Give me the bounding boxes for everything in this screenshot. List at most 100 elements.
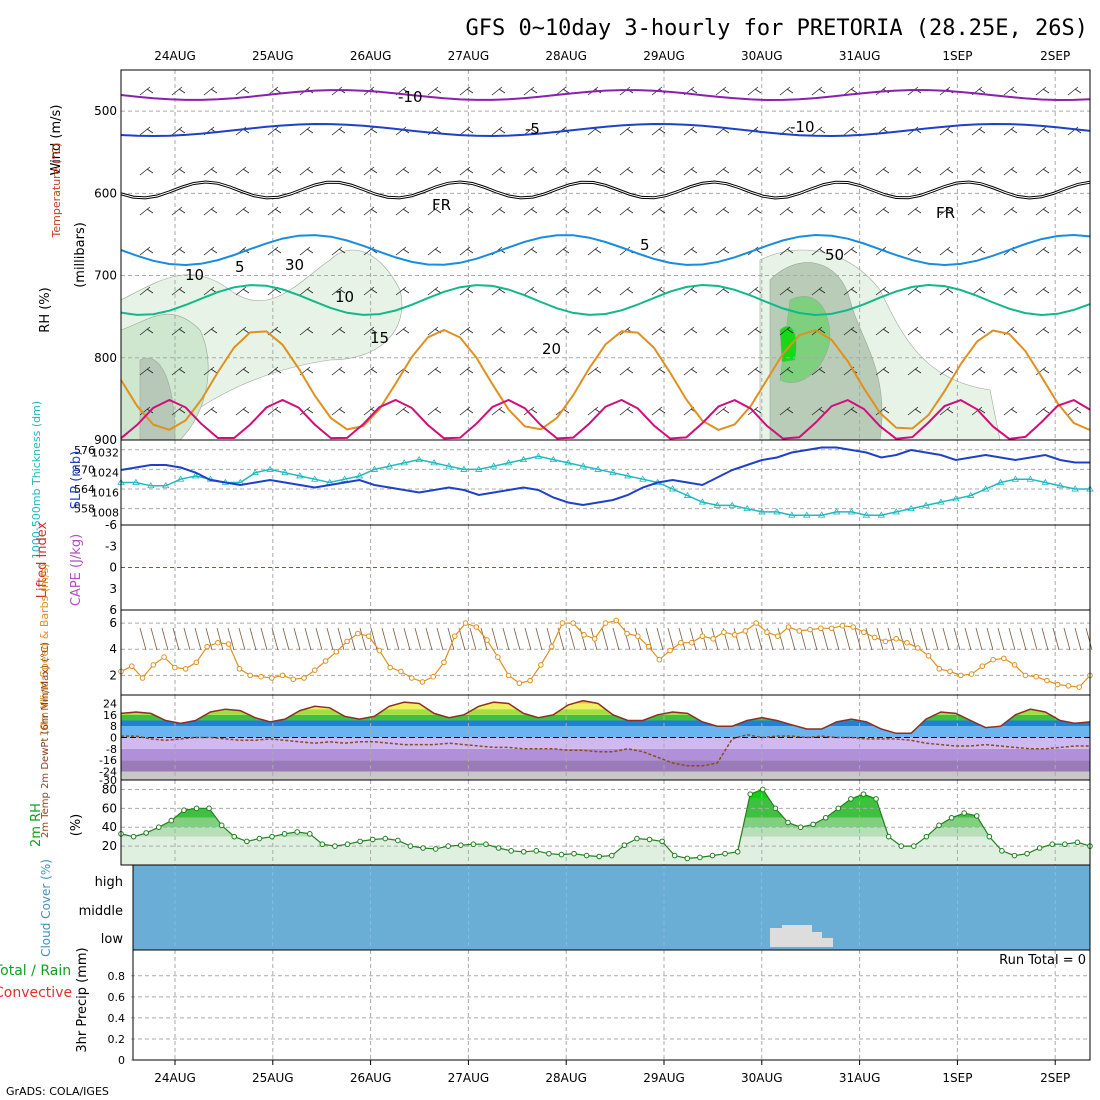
wind-barb xyxy=(267,126,282,136)
thickness-point xyxy=(832,508,841,515)
wind-barb xyxy=(331,246,346,256)
isotherm-10 xyxy=(120,283,1091,317)
wind-barb xyxy=(459,246,474,256)
wind-barb xyxy=(491,126,506,136)
surface-barb xyxy=(436,627,444,651)
thickness-point xyxy=(624,472,632,479)
precip-ytick: 0.2 xyxy=(108,1033,126,1046)
rh-point xyxy=(218,822,225,829)
rh-point xyxy=(571,850,577,857)
wind-speed-point xyxy=(333,649,340,655)
wind-barb xyxy=(523,286,538,296)
wind-barb xyxy=(235,86,250,96)
rh-point xyxy=(306,831,313,837)
wind-barb xyxy=(1035,366,1050,376)
rh-shade xyxy=(779,325,797,363)
wind-barb xyxy=(171,166,186,176)
wind-speed-point xyxy=(807,626,813,633)
surface-barb xyxy=(1085,627,1093,651)
wind-barb xyxy=(651,406,666,416)
wind-barb xyxy=(235,326,250,336)
surface-barb xyxy=(942,627,950,651)
wind-barb xyxy=(587,206,602,216)
thickness-point xyxy=(534,452,543,459)
rh-point xyxy=(722,850,728,857)
contour-label: -10 xyxy=(790,118,815,136)
thickness-point xyxy=(907,504,915,512)
surface-barb xyxy=(887,627,895,651)
surface-barb xyxy=(414,627,422,651)
wind-speed-point xyxy=(893,635,900,642)
surface-barb xyxy=(535,627,543,651)
surface-barb xyxy=(458,627,466,651)
wind-barb xyxy=(843,206,858,216)
thickness-point xyxy=(460,465,468,472)
rh2m-label: 2m RH xyxy=(29,803,44,847)
thickness-point xyxy=(1011,475,1020,482)
wind-barb xyxy=(907,206,922,216)
thickness-point xyxy=(773,508,781,515)
wind-barb xyxy=(811,166,826,176)
surface-barb xyxy=(502,627,510,651)
wind-speed-point xyxy=(613,617,620,624)
temp-ytick: 0 xyxy=(110,732,117,745)
wind-barb xyxy=(1003,366,1018,376)
wind-barb xyxy=(843,406,858,416)
freezing-line xyxy=(120,180,1091,200)
rh-point xyxy=(395,837,401,844)
wind-barb xyxy=(299,206,314,216)
wind-speed-point xyxy=(914,645,921,651)
surface-barb xyxy=(1063,627,1071,651)
wind-barb xyxy=(843,246,858,256)
wind-speed-point xyxy=(279,672,286,679)
wind-barb xyxy=(619,406,634,416)
surface-barb xyxy=(216,627,224,651)
wind-speed-point xyxy=(839,622,846,629)
thickness-point xyxy=(519,455,528,463)
wind-barb xyxy=(651,326,666,336)
rh-point xyxy=(181,807,187,814)
rh-ytick: 20 xyxy=(102,839,117,853)
rh-point xyxy=(948,814,955,821)
wind-barb xyxy=(427,126,442,136)
wind-barb xyxy=(811,86,826,96)
isotherm-minus10 xyxy=(120,88,1091,102)
thickness-point xyxy=(579,462,587,469)
slp-ytick: 1032 xyxy=(91,447,119,460)
contour-label: 10 xyxy=(185,266,204,284)
wind-barb xyxy=(779,246,794,256)
thickness-point xyxy=(639,475,647,482)
wind-speed-point xyxy=(624,630,630,637)
rh-point xyxy=(130,833,137,840)
wind-barb xyxy=(619,126,634,136)
rh-point xyxy=(558,851,565,858)
wind-barb xyxy=(971,246,986,256)
bottom-date-label: 28AUG xyxy=(545,1071,587,1085)
freezing-line-inner xyxy=(120,181,1091,199)
panel-frames xyxy=(120,69,1091,1061)
surface-barb xyxy=(403,627,411,651)
surface-barb xyxy=(205,627,213,651)
wind-barb xyxy=(779,326,794,336)
slp-ytick: 1024 xyxy=(91,467,119,480)
thickness-point xyxy=(728,501,736,508)
wind-barb xyxy=(299,246,314,256)
wind-barb xyxy=(459,206,474,216)
wind-speed-point xyxy=(172,664,178,671)
wind-barb xyxy=(555,286,570,296)
top-date-label: 1SEP xyxy=(942,49,972,63)
rh-point xyxy=(206,805,212,812)
wind-barb xyxy=(1067,326,1082,336)
thickness-axis-label: 1000-500mb Thickness (dm) xyxy=(30,401,43,559)
contour-label: 5 xyxy=(235,258,245,276)
panel-frame xyxy=(132,949,1091,1061)
contour-label: 20 xyxy=(542,340,561,358)
contour-label: FR xyxy=(432,196,451,214)
bottom-date-label: 1SEP xyxy=(942,1071,972,1085)
thickness-point xyxy=(445,462,453,469)
wind-barb xyxy=(363,126,378,136)
wind-speed-point xyxy=(871,634,878,641)
wind-barb xyxy=(779,406,794,416)
rh-point xyxy=(999,848,1005,854)
wind-barb xyxy=(1003,166,1018,176)
